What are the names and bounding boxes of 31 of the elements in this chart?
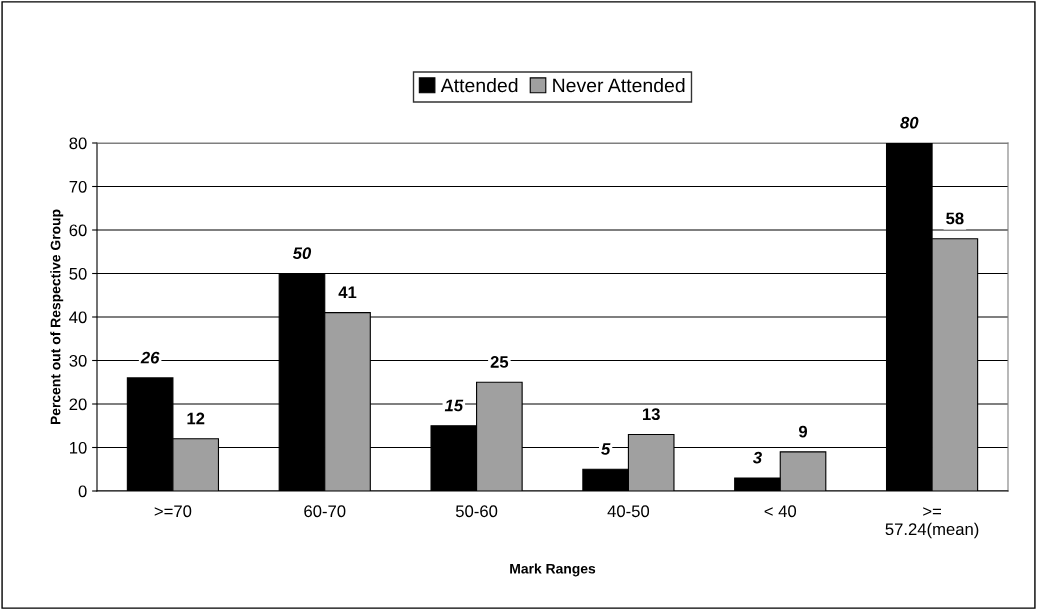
y-tick-label: 0: [78, 485, 87, 498]
data-label: 15: [444, 399, 464, 412]
x-tick-label: 40-50: [607, 505, 650, 518]
data-label: 26: [140, 351, 160, 364]
data-label: 5: [601, 443, 611, 455]
data-label: 3: [752, 451, 762, 464]
data-label: 80: [900, 116, 919, 129]
y-tick-label: 80: [69, 137, 87, 150]
y-tick-label: 50: [69, 267, 87, 280]
y-tick-label: 60: [69, 224, 87, 237]
x-tick-label: >= 57.24(mean): [885, 507, 979, 539]
y-tick-label: 30: [69, 354, 87, 367]
data-label: 41: [338, 286, 357, 299]
data-label: 58: [946, 212, 964, 225]
legend-label: Attended: [440, 78, 518, 93]
data-label: 13: [642, 408, 660, 421]
x-tick-label: >=70: [154, 505, 192, 518]
x-tick-label: 60-70: [304, 505, 346, 518]
data-label: 12: [187, 412, 205, 425]
y-tick-label: 70: [69, 180, 87, 193]
x-axis-title: Mark Ranges: [510, 563, 596, 577]
data-label: 25: [490, 356, 509, 368]
y-tick-label: 10: [70, 441, 87, 454]
x-tick-label: 50-60: [455, 505, 498, 518]
y-axis-title: Percent out of Respective Group: [50, 209, 64, 425]
data-label: 9: [798, 425, 808, 438]
legend-label: Never Attended: [553, 78, 685, 93]
data-label: 50: [292, 247, 312, 260]
x-tick-label: < 40: [764, 505, 797, 518]
y-tick-label: 40: [69, 311, 87, 324]
y-tick-label: 20: [69, 398, 87, 411]
